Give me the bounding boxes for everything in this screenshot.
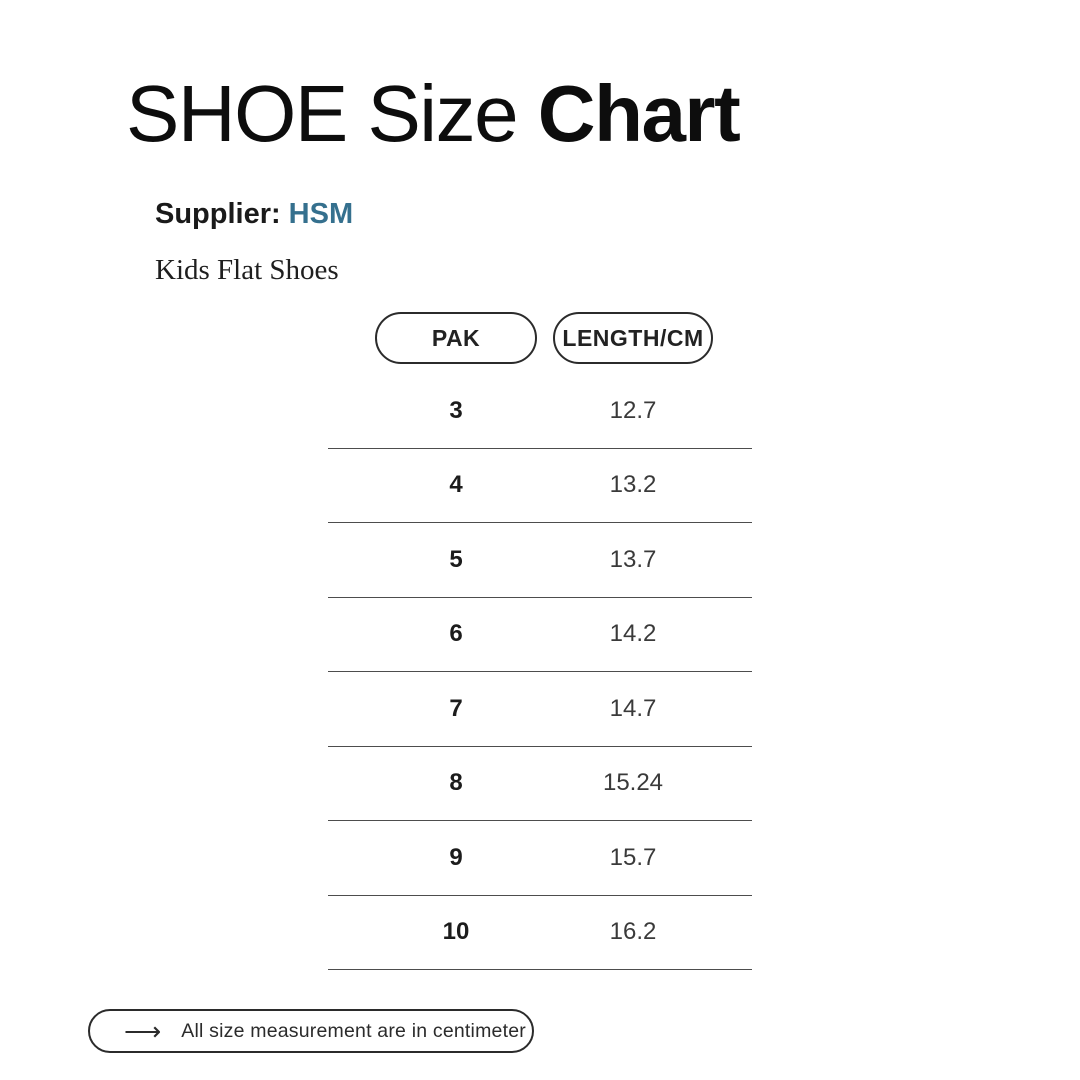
page-title: SHOE Size Chart [126,69,741,158]
supplier-line: Supplier: HSM [155,198,353,231]
table-row: 8 15.24 [328,747,752,821]
measurement-note-text: All size measurement are in centimeter [181,1019,526,1042]
table-header-row: PAK LENGTH/CM [328,312,752,364]
length-value: 12.7 [609,396,657,424]
header-pill-length: LENGTH/CM [553,312,713,364]
table-row: 6 14.2 [328,598,752,672]
measurement-note-pill: ⟶ All size measurement are in centimeter [88,1009,534,1053]
table-row: 5 13.7 [328,523,752,598]
page-title-bold: Chart [537,69,741,158]
pak-value: 5 [449,545,463,573]
size-table: PAK LENGTH/CM 3 12.7 4 13.2 5 13.7 6 14.… [328,312,752,970]
table-row: 9 15.7 [328,821,752,896]
pak-value: 4 [449,471,463,499]
header-pill-pak: PAK [375,312,537,364]
table-row: 3 12.7 [328,374,752,449]
table-row: 7 14.7 [328,672,752,747]
length-value: 14.7 [609,694,657,722]
table-row: 4 13.2 [328,449,752,523]
pak-value: 9 [449,843,463,871]
supplier-value: HSM [288,198,354,230]
pak-value: 10 [442,918,470,946]
length-value: 15.7 [609,843,657,871]
length-value: 13.7 [609,545,657,573]
product-name: Kids Flat Shoes [155,254,339,286]
pak-value: 8 [449,769,463,797]
pak-value: 3 [449,396,463,424]
right-arrow-icon: ⟶ [124,1016,162,1046]
length-value: 16.2 [609,918,657,946]
supplier-label: Supplier: [155,198,281,230]
table-row: 10 16.2 [328,896,752,970]
table-body: 3 12.7 4 13.2 5 13.7 6 14.2 7 14.7 8 15.… [328,374,752,970]
length-value: 15.24 [602,769,664,797]
length-value: 13.2 [609,471,657,499]
pak-value: 7 [449,694,463,722]
pak-value: 6 [449,620,463,648]
length-value: 14.2 [609,620,657,648]
page-title-regular: SHOE Size [126,69,538,158]
